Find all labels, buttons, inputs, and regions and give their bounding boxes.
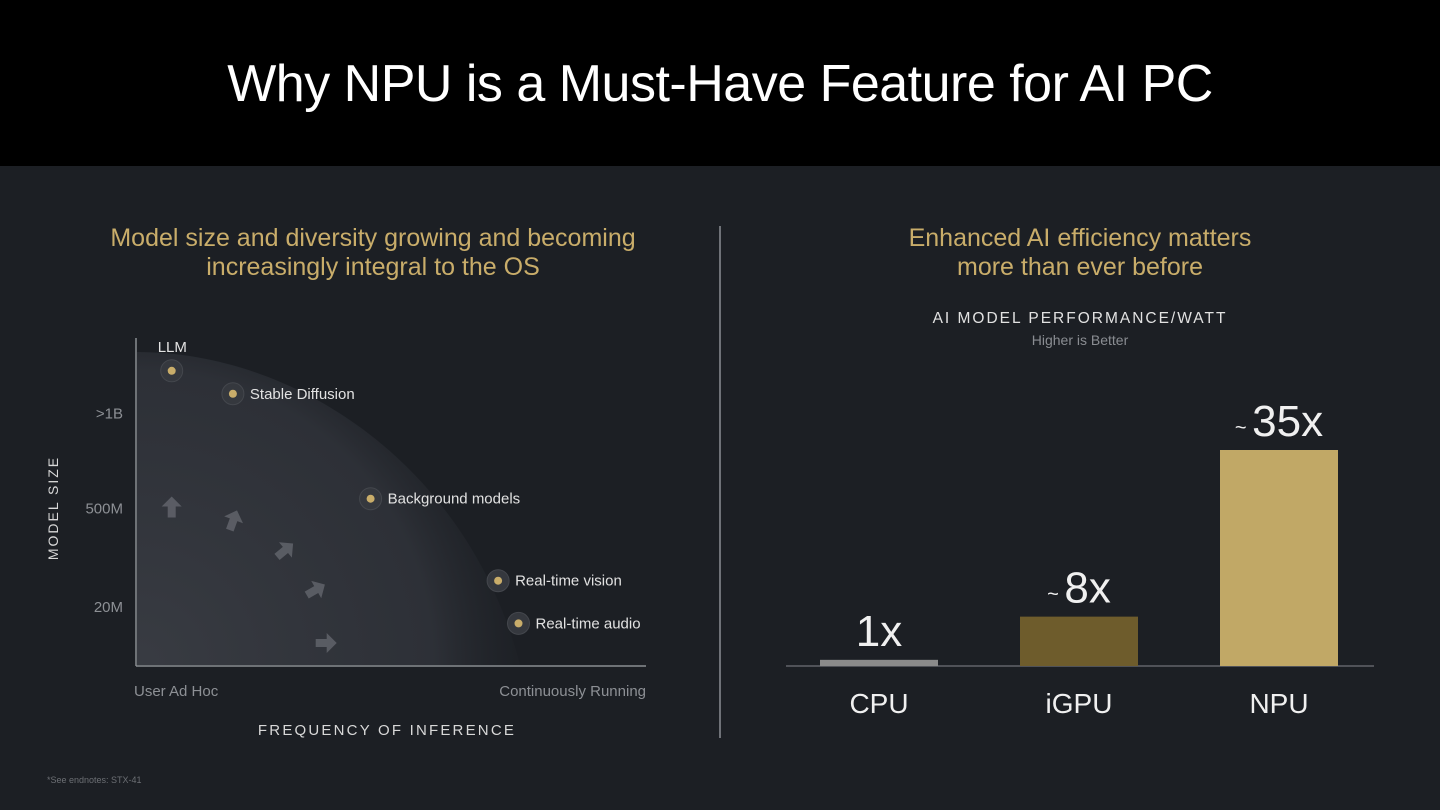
bar-value-label: 1x <box>856 607 902 656</box>
bar-category-label: iGPU <box>1046 688 1113 719</box>
left-heading-line1: Model size and diversity growing and bec… <box>110 224 636 252</box>
page-title: Why NPU is a Must-Have Feature for AI PC <box>227 55 1213 113</box>
y-axis-title: MODEL SIZE <box>45 456 61 560</box>
bar-chart-title: AI MODEL PERFORMANCE/WATT <box>932 310 1228 327</box>
bar-chart-subtitle: Higher is Better <box>1031 332 1129 348</box>
model-point: Background models <box>359 487 521 511</box>
bar-category-label: CPU <box>849 688 908 719</box>
trend-arrow-icon <box>315 633 337 654</box>
model-label: Real-time vision <box>515 573 622 590</box>
left-heading: Model size and diversity growing and bec… <box>60 224 686 282</box>
title-bar: Why NPU is a Must-Have Feature for AI PC <box>0 0 1440 166</box>
trend-arrow-icon <box>161 496 182 518</box>
model-point: Real-time audio <box>507 611 641 635</box>
bar-value-label: ~ 35x <box>1235 397 1323 446</box>
x-tick-label: Continuously Running <box>499 683 646 700</box>
y-tick-label: >1B <box>96 405 123 422</box>
model-label: Real-time audio <box>536 615 641 632</box>
y-tick-label: 500M <box>85 501 123 518</box>
panel-divider <box>719 226 721 738</box>
bar-category-label: NPU <box>1249 688 1308 719</box>
model-label: LLM <box>158 339 187 356</box>
model-point: LLM <box>158 339 187 383</box>
frontier-region <box>137 352 520 665</box>
bar-igpu <box>1020 616 1138 666</box>
trend-arrow-icon <box>274 542 294 561</box>
model-label: Background models <box>388 491 521 508</box>
y-tick-label: 20M <box>94 599 123 616</box>
model-point: Stable Diffusion <box>221 382 355 406</box>
model-size-chart: MODEL SIZE FREQUENCY OF INFERENCE >1B 500… <box>45 338 646 739</box>
bar-value-label: ~ 8x <box>1047 564 1111 613</box>
right-heading-line1: Enhanced AI efficiency matters <box>908 224 1252 252</box>
x-tick-label: User Ad Hoc <box>134 683 219 700</box>
left-heading-line2: increasingly integral to the OS <box>206 253 540 281</box>
right-heading: Enhanced AI efficiency matters more than… <box>780 224 1380 282</box>
bar-cpu <box>820 659 938 666</box>
model-point: Real-time vision <box>486 569 622 593</box>
trend-arrow-icon <box>224 510 243 532</box>
model-label: Stable Diffusion <box>250 386 355 403</box>
footnote: *See endnotes: STX-41 <box>47 775 142 785</box>
trend-arrow-icon <box>304 580 325 599</box>
bar-npu <box>1220 450 1338 666</box>
right-heading-line2: more than ever before <box>957 253 1203 281</box>
x-axis-title: FREQUENCY OF INFERENCE <box>258 722 516 739</box>
